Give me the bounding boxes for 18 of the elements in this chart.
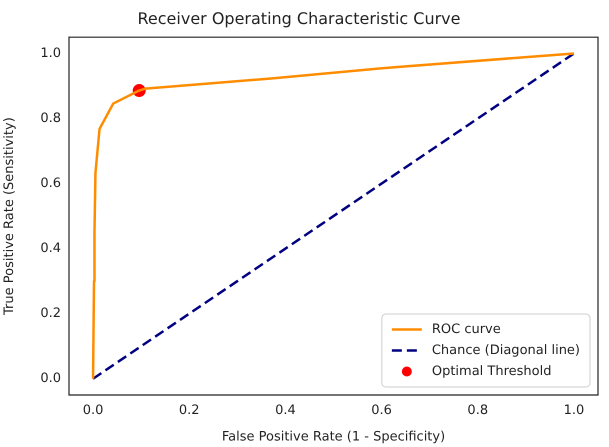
x-axis-title: False Positive Rate (1 - Specificity): [222, 430, 446, 445]
x-tick-label: 0.8: [467, 403, 488, 418]
y-tick-label: 0.4: [40, 241, 61, 256]
y-tick-label: 0.2: [40, 306, 61, 322]
x-tick-label: 1.0: [564, 403, 584, 418]
legend-label: Optimal Threshold: [432, 364, 552, 379]
y-tick-label: 1.0: [40, 46, 61, 61]
y-axis-title: True Positive Rate (Sensitivity): [2, 117, 18, 316]
legend-label: Chance (Diagonal line): [432, 342, 580, 358]
x-tick-label: 0.4: [275, 403, 296, 418]
x-tick-label: 0.0: [82, 403, 104, 418]
y-tick-label: 0.6: [40, 176, 61, 191]
y-tick-label: 0.0: [40, 371, 61, 386]
chart-title: Receiver Operating Characteristic Curve: [138, 8, 460, 28]
y-tick-label: 0.8: [40, 110, 61, 126]
legend-label: ROC curve: [432, 322, 501, 337]
x-tick-label: 0.6: [371, 403, 392, 418]
x-tick-label: 0.2: [178, 403, 200, 418]
